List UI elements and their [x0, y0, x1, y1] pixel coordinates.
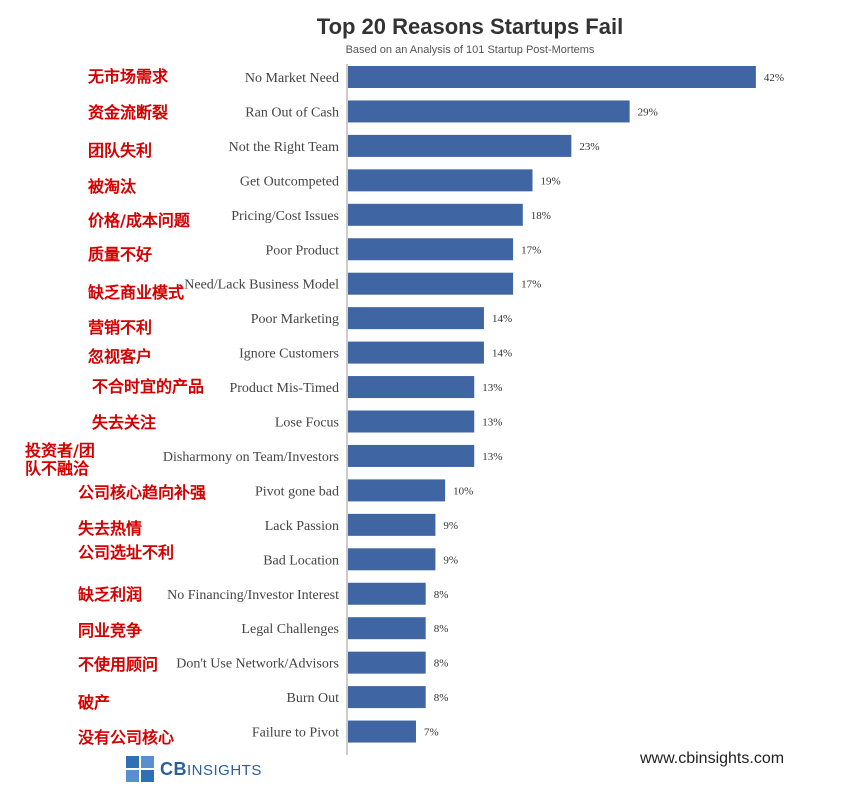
data-label: 18%	[531, 210, 551, 222]
category-label: Not the Right Team	[229, 140, 339, 155]
cn-annotation: 公司核心趋向补强	[78, 483, 207, 502]
cn-annotation: 投资者/团	[25, 441, 95, 460]
data-label: 9%	[443, 520, 458, 532]
category-label: Bad Location	[263, 553, 339, 568]
bar	[348, 582, 426, 605]
category-label: Product Mis-Timed	[229, 381, 339, 396]
bar	[348, 444, 475, 467]
bar	[348, 513, 436, 536]
category-label: Ran Out of Cash	[245, 105, 339, 120]
bar	[348, 307, 484, 330]
data-label: 17%	[521, 279, 541, 291]
cbinsights-logo: CBINSIGHTS	[126, 755, 262, 783]
bar	[348, 720, 416, 743]
data-label: 7%	[424, 727, 439, 739]
category-label: Legal Challenges	[241, 622, 339, 637]
data-label: 17%	[521, 244, 541, 256]
category-label: Don't Use Network/Advisors	[176, 657, 339, 672]
logo-mark-icon	[126, 756, 156, 782]
data-label: 8%	[434, 623, 449, 635]
website-url[interactable]: www.cbinsights.com	[640, 750, 785, 767]
cn-annotation: 缺乏商业模式	[88, 283, 185, 302]
category-label: Ignore Customers	[239, 347, 339, 362]
logo-text: CBINSIGHTS	[160, 758, 262, 779]
cn-annotation: 被淘汰	[88, 177, 137, 196]
cn-annotation: 价格/成本问题	[88, 211, 190, 230]
cn-annotation: 质量不好	[88, 245, 153, 264]
bar	[348, 203, 523, 226]
data-label: 19%	[541, 175, 561, 187]
data-label: 23%	[579, 141, 599, 153]
bar	[348, 548, 436, 571]
category-label: No Market Need	[245, 71, 339, 86]
data-label: 8%	[434, 692, 449, 704]
data-label: 14%	[492, 348, 512, 360]
cn-annotation: 缺乏利润	[78, 585, 143, 604]
category-label: Pivot gone bad	[255, 484, 339, 499]
category-label: Lack Passion	[265, 519, 339, 534]
chart-title: Top 20 Reasons Startups Fail	[316, 14, 624, 39]
data-label: 13%	[482, 451, 502, 463]
category-label: Burn Out	[287, 691, 340, 706]
cn-annotation: 忽视客户	[88, 347, 153, 366]
category-label: Pricing/Cost Issues	[231, 209, 339, 224]
bar	[348, 169, 533, 192]
data-label: 10%	[453, 485, 473, 497]
category-label: Need/Lack Business Model	[184, 278, 339, 293]
bar	[348, 651, 426, 674]
cn-annotation: 资金流断裂	[88, 103, 169, 122]
cn-annotation: 破产	[78, 693, 111, 712]
cn-annotation: 营销不利	[88, 318, 153, 337]
cn-annotation: 队不融洽	[25, 459, 90, 478]
bar	[348, 686, 426, 709]
category-label: Poor Marketing	[251, 312, 339, 327]
bar	[348, 341, 484, 364]
cn-annotation: 失去热情	[78, 519, 143, 538]
cn-annotation: 失去关注	[92, 413, 157, 432]
data-label: 29%	[638, 106, 658, 118]
cn-annotation: 公司选址不利	[78, 543, 175, 562]
data-label: 8%	[434, 658, 449, 670]
data-label: 14%	[492, 313, 512, 325]
data-label: 8%	[434, 589, 449, 601]
bar	[348, 134, 572, 157]
category-label: Get Outcompeted	[240, 174, 339, 189]
cn-annotation: 团队失利	[88, 141, 153, 160]
bar	[348, 410, 475, 433]
cn-annotation: 不合时宜的产品	[92, 377, 205, 396]
data-label: 9%	[443, 554, 458, 566]
chart-subtitle: Based on an Analysis of 101 Startup Post…	[345, 44, 595, 56]
category-label: Lose Focus	[275, 416, 339, 431]
data-label: 13%	[482, 382, 502, 394]
bar	[348, 100, 630, 123]
data-label: 13%	[482, 417, 502, 429]
bar	[348, 479, 446, 502]
category-label: Poor Product	[266, 243, 340, 258]
cn-annotation: 同业竞争	[78, 621, 143, 640]
cn-annotation: 没有公司核心	[78, 728, 175, 747]
bar	[348, 238, 514, 261]
bar	[348, 272, 514, 295]
bar	[348, 376, 475, 399]
category-label: Disharmony on Team/Investors	[163, 450, 339, 465]
category-label: Failure to Pivot	[252, 726, 339, 741]
cn-annotation: 不使用顾问	[78, 655, 159, 674]
data-label: 42%	[764, 72, 784, 84]
bar	[348, 66, 756, 88]
cn-annotation: 无市场需求	[88, 67, 169, 86]
category-label: No Financing/Investor Interest	[167, 588, 339, 603]
bar	[348, 617, 426, 640]
